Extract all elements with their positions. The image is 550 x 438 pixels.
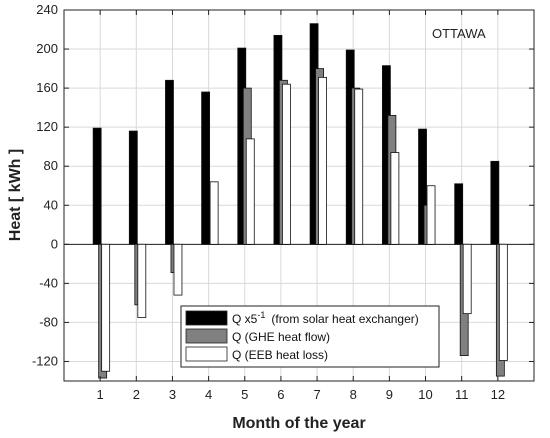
y-tick-label: 240 (36, 2, 58, 17)
plot-frame (63, 9, 535, 382)
x-tick-label: 2 (133, 387, 140, 402)
bar-eeb-heat-loss (426, 185, 436, 245)
bar-eeb-heat-loss (209, 181, 219, 245)
y-tick-label: -40 (39, 275, 58, 290)
y-tick-label: 120 (36, 119, 58, 134)
x-tick-label: 3 (169, 387, 176, 402)
bar-eeb-heat-loss (354, 88, 364, 245)
y-tick-label: 160 (36, 80, 58, 95)
y-tick-label: 0 (51, 236, 58, 251)
legend: Q x5-1 (from solar heat exchanger) Q (GHE… (180, 305, 440, 368)
legend-swatch-ghe (185, 328, 228, 344)
bar-eeb-heat-loss (173, 243, 183, 296)
x-tick-label: 11 (455, 387, 469, 402)
bar-eeb-heat-loss (137, 243, 147, 318)
y-tick-label: -120 (32, 353, 58, 368)
bar-solar-heat-exchanger (454, 183, 464, 245)
location-annotation: OTTAWA (432, 26, 486, 41)
x-tick-label: 4 (205, 387, 212, 402)
bar-solar-heat-exchanger (128, 130, 138, 245)
bar-solar-heat-exchanger (165, 79, 174, 245)
bars (92, 23, 508, 379)
bar-eeb-heat-loss (101, 243, 111, 372)
x-tick-label: 8 (350, 387, 357, 402)
bar-solar-heat-exchanger (490, 160, 500, 245)
bar-eeb-heat-loss (462, 243, 472, 315)
x-tick-label: 7 (313, 387, 320, 402)
bar-eeb-heat-loss (245, 138, 255, 245)
x-tick-label: 6 (277, 387, 284, 402)
legend-swatch-solar (185, 310, 228, 326)
x-tick-label: 10 (418, 387, 432, 402)
bar-solar-heat-exchanger (201, 91, 211, 245)
y-tick-label: 40 (44, 197, 58, 212)
x-tick-label: 5 (241, 387, 248, 402)
bar-eeb-heat-loss (318, 76, 327, 245)
bar-eeb-heat-loss (390, 152, 400, 245)
legend-label-ghe: Q (GHE heat flow) (232, 330, 330, 344)
x-tick-label: 12 (491, 387, 505, 402)
bar-solar-heat-exchanger (418, 128, 427, 245)
bar-eeb-heat-loss (282, 83, 291, 245)
legend-label-eeb: Q (EEB heat loss) (232, 348, 328, 362)
y-axis-title: Heat [ kWh ] (7, 149, 24, 241)
x-tick-label: 1 (97, 387, 104, 402)
legend-swatch-eeb (185, 346, 228, 362)
x-axis-title: Month of the year (232, 415, 365, 432)
x-tick-label: 9 (386, 387, 393, 402)
legend-label-solar: Q x5-1 (from solar heat exchanger) (232, 310, 419, 326)
y-tick-label: -80 (39, 314, 58, 329)
y-tick-label: 200 (36, 41, 58, 56)
bar-solar-heat-exchanger (92, 127, 102, 245)
bar-eeb-heat-loss (498, 243, 508, 361)
y-tick-label: 80 (44, 158, 58, 173)
